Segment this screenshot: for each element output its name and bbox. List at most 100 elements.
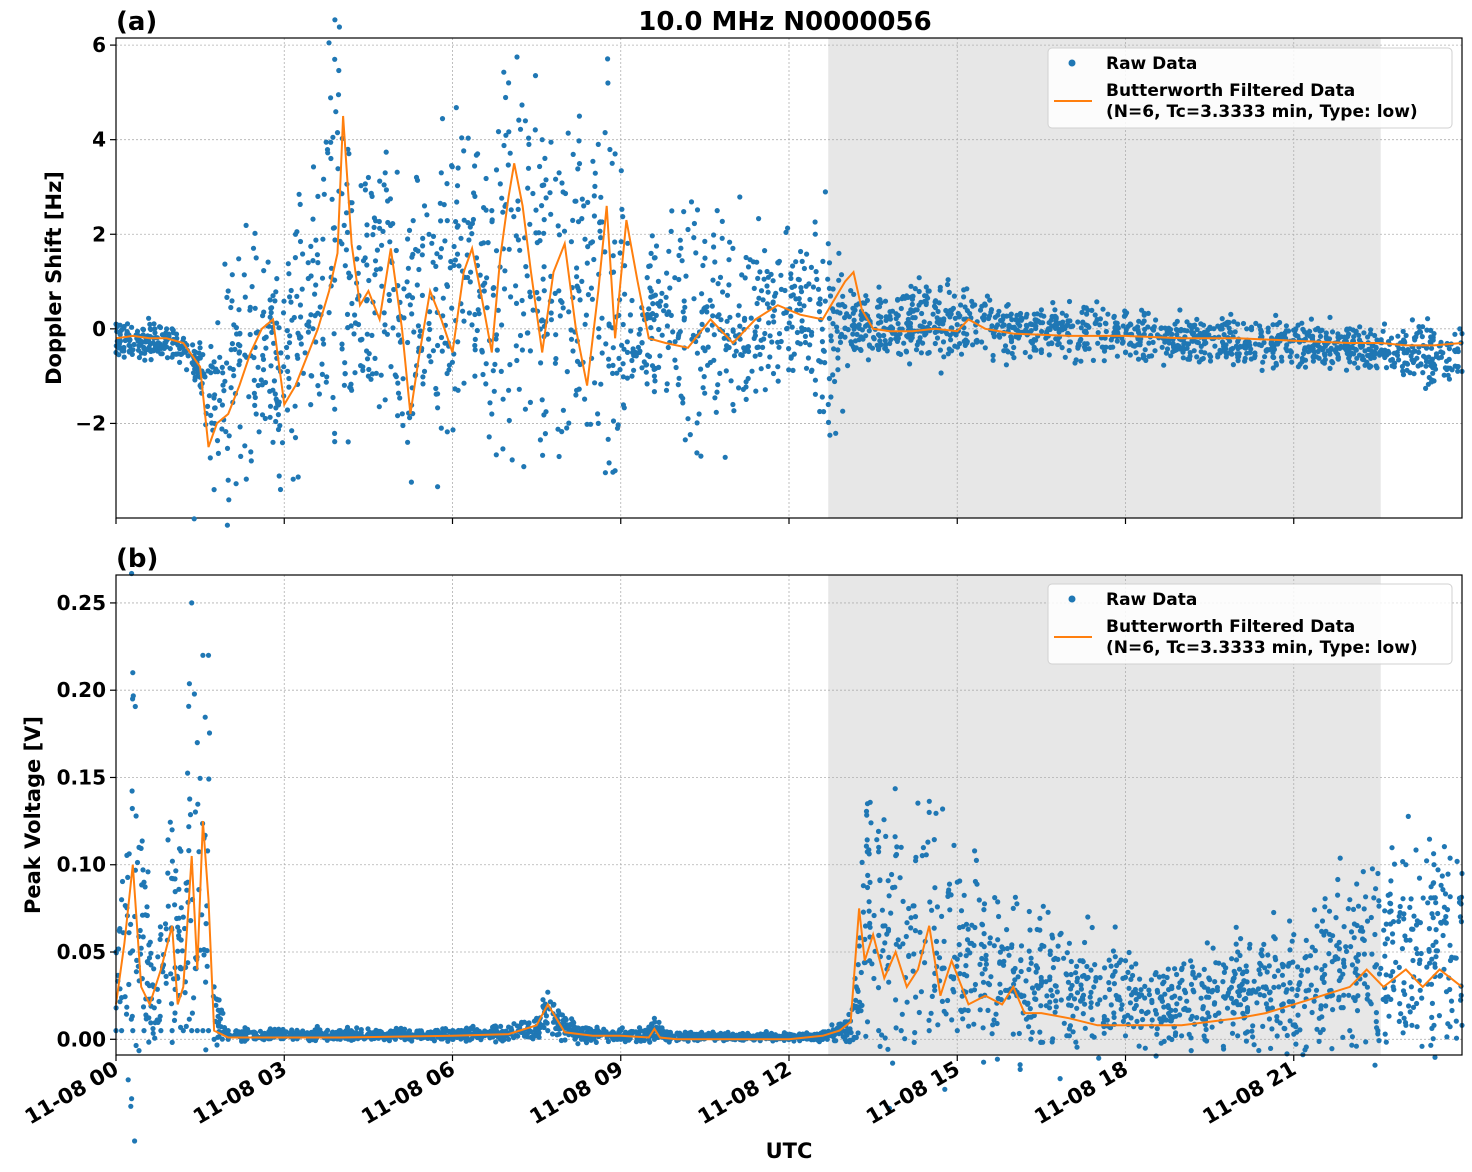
raw-data-point: [1215, 352, 1221, 358]
raw-data-point: [1440, 350, 1446, 356]
raw-data-point: [1102, 965, 1108, 971]
raw-data-point: [553, 176, 559, 182]
raw-data-point: [681, 315, 688, 321]
raw-data-point: [481, 288, 487, 294]
raw-data-point: [1247, 941, 1253, 947]
raw-data-point: [132, 1138, 138, 1144]
raw-data-point: [617, 250, 623, 256]
raw-data-point: [1301, 1003, 1308, 1010]
raw-data-point: [1313, 327, 1319, 333]
raw-data-point: [1362, 348, 1368, 354]
raw-data-point: [285, 354, 291, 360]
raw-data-point: [1408, 984, 1414, 990]
raw-data-point: [1164, 346, 1171, 352]
raw-data-point: [1380, 328, 1386, 334]
raw-data-point: [382, 170, 388, 176]
raw-data-point: [514, 357, 520, 364]
raw-data-point: [1230, 362, 1236, 368]
raw-data-point: [566, 420, 572, 426]
raw-data-point: [1053, 998, 1059, 1004]
raw-data-point: [1180, 355, 1186, 361]
raw-data-point: [297, 335, 303, 341]
raw-data-point: [288, 299, 294, 305]
raw-data-point: [825, 241, 831, 247]
raw-data-point: [1070, 1013, 1076, 1019]
raw-data-point: [1093, 978, 1099, 984]
raw-data-point: [1279, 358, 1285, 364]
raw-data-point: [518, 1021, 525, 1027]
raw-data-point: [298, 341, 304, 347]
raw-data-point: [857, 935, 863, 941]
raw-data-point: [628, 328, 634, 334]
raw-data-point: [592, 170, 598, 176]
raw-data-point: [651, 366, 657, 372]
raw-data-point: [542, 431, 549, 437]
raw-data-point: [1263, 348, 1269, 354]
raw-data-point: [1389, 356, 1395, 363]
raw-data-point: [1383, 1039, 1389, 1045]
raw-data-point: [1323, 1003, 1329, 1009]
raw-data-point: [719, 235, 725, 241]
raw-data-point: [299, 286, 305, 292]
raw-data-point: [1114, 962, 1120, 969]
raw-data-point: [1235, 321, 1241, 327]
raw-data-point: [995, 899, 1001, 905]
raw-data-point: [598, 235, 604, 241]
raw-data-point: [165, 837, 171, 843]
raw-data-point: [1061, 955, 1067, 961]
raw-data-point: [165, 903, 171, 909]
raw-data-point: [558, 298, 564, 304]
raw-data-point: [1089, 1033, 1095, 1039]
raw-data-point: [1018, 943, 1025, 949]
raw-data-point: [822, 360, 828, 366]
raw-data-point: [1142, 326, 1148, 333]
raw-data-point: [1118, 1006, 1124, 1012]
raw-data-point: [346, 151, 352, 157]
raw-data-point: [610, 345, 616, 351]
raw-data-point: [148, 950, 154, 956]
raw-data-point: [133, 969, 139, 975]
raw-data-point: [832, 378, 838, 385]
raw-data-point: [1350, 906, 1357, 913]
raw-data-point: [136, 1048, 142, 1054]
raw-data-point: [1230, 1009, 1236, 1016]
raw-data-point: [1119, 1002, 1125, 1008]
raw-data-point: [591, 193, 597, 199]
raw-data-point: [410, 218, 416, 224]
raw-data-point: [372, 355, 378, 361]
raw-data-point: [134, 957, 140, 964]
raw-data-point: [144, 980, 150, 987]
raw-data-point: [1381, 351, 1387, 357]
raw-data-point: [776, 344, 782, 350]
raw-data-point: [1314, 1026, 1320, 1032]
raw-data-point: [605, 1038, 612, 1045]
raw-data-point: [980, 1025, 986, 1031]
raw-data-point: [1335, 892, 1341, 898]
raw-data-point: [483, 381, 489, 387]
raw-data-point: [197, 340, 203, 346]
raw-data-point: [139, 339, 145, 345]
raw-data-point: [821, 1029, 828, 1035]
raw-data-point: [854, 331, 860, 337]
raw-data-point: [1397, 1001, 1403, 1007]
raw-data-point: [252, 402, 258, 408]
raw-data-point: [698, 453, 704, 459]
raw-data-point: [228, 304, 234, 311]
raw-data-point: [224, 445, 231, 451]
raw-data-point: [1114, 320, 1120, 326]
raw-data-point: [610, 269, 617, 275]
raw-data-point: [882, 1035, 888, 1041]
raw-data-point: [261, 268, 267, 274]
raw-data-point: [951, 842, 957, 849]
raw-data-point: [1357, 324, 1363, 330]
raw-data-point: [1345, 906, 1351, 912]
raw-data-point: [834, 324, 840, 330]
raw-data-point: [736, 385, 742, 391]
raw-data-point: [1287, 947, 1293, 953]
y-tick-label: 2: [92, 222, 106, 246]
raw-data-point: [1297, 361, 1303, 367]
raw-data-point: [1087, 994, 1093, 1000]
raw-data-point: [1423, 385, 1429, 391]
raw-data-point: [1310, 358, 1316, 364]
raw-data-point: [751, 285, 757, 291]
